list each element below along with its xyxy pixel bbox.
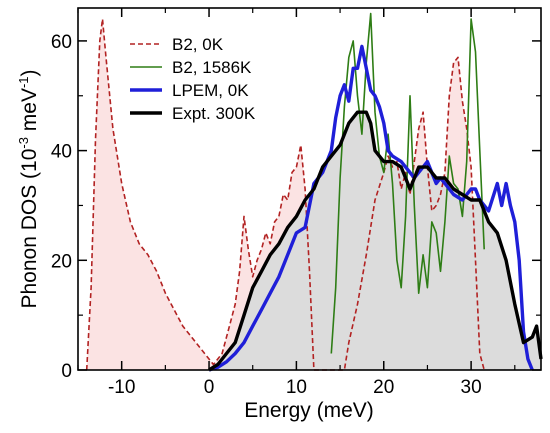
x-tick-label: 30 (461, 377, 482, 398)
legend-label-b2-1586k: B2, 1586K (172, 58, 252, 77)
series-lines (85, 12, 543, 372)
y-tick-label: 60 (51, 32, 72, 53)
legend-label-lpem-0k: LPEM, 0K (172, 81, 249, 100)
x-tick-label: 10 (286, 377, 307, 398)
b2-0k-line (85, 18, 485, 371)
area-fills (86, 19, 541, 370)
x-axis-title: Energy (meV) (244, 399, 374, 422)
x-tick-label: -10 (108, 377, 135, 398)
lpem-0k-line (208, 44, 534, 372)
y-axis-title-exp1: -3 (16, 137, 31, 149)
legend-label-b2-0k: B2, 0K (172, 35, 224, 54)
y-axis-title-end: ) (18, 69, 41, 76)
plot-frame (77, 7, 542, 371)
y-tick-label: 0 (61, 361, 72, 382)
y-axis-title-mid: meV (18, 88, 41, 137)
y-axis-title-exp2: -1 (16, 76, 31, 88)
legend-label-expt-300k: Expt. 300K (172, 104, 256, 123)
x-tick-label: 20 (373, 377, 394, 398)
x-tick-label: 0 (204, 377, 215, 398)
expt-300k-line (208, 110, 543, 372)
y-axis-title-main: Phonon DOS (10 (18, 149, 41, 309)
axis-ticks: -10 0 10 20 30 0 20 40 60 (51, 8, 541, 398)
y-tick-label: 20 (51, 251, 72, 272)
legend: B2, 0K B2, 1586K LPEM, 0K Expt. 300K (130, 35, 256, 123)
y-axis-title: Phonon DOS (10-3 meV-1) (16, 69, 41, 308)
expt-300k-area (209, 112, 541, 370)
y-tick-label: 40 (51, 142, 72, 163)
